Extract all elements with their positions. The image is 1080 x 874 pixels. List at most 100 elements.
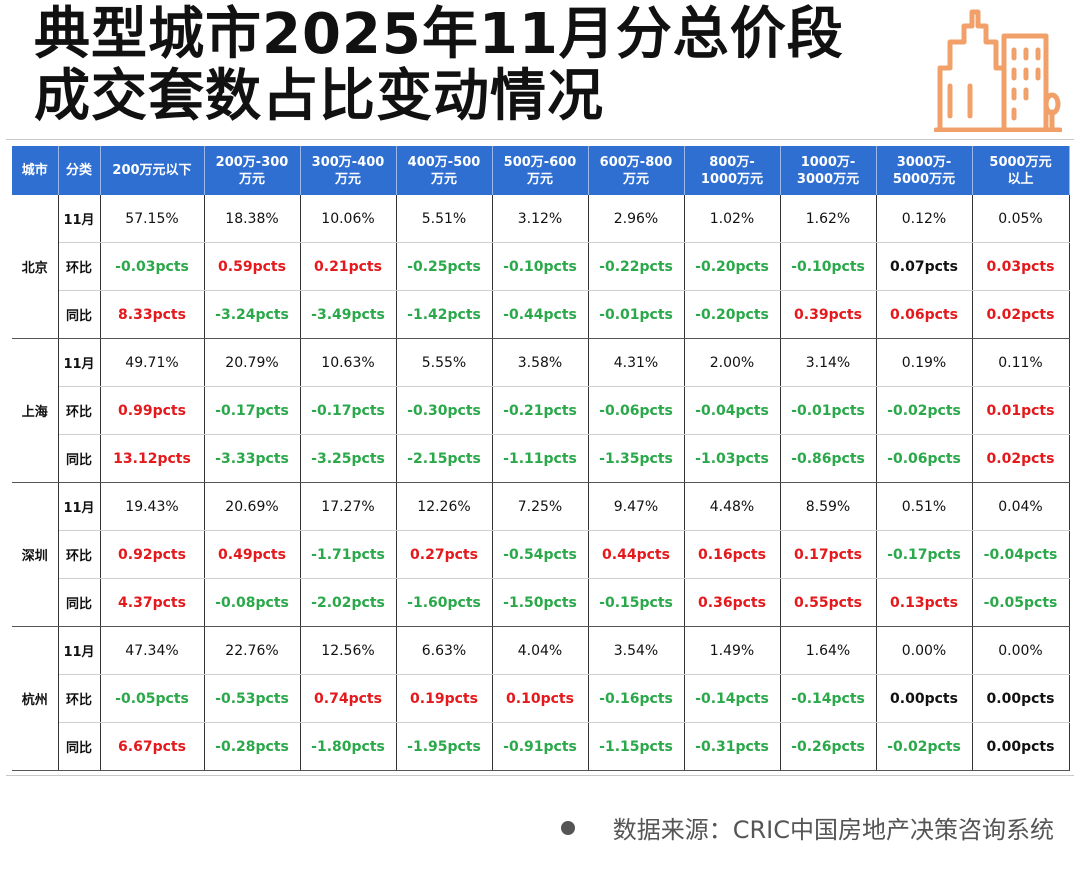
title-line-1: 典型城市2025年11月分总价段 (34, 2, 844, 67)
value-cell: -1.71pcts (300, 530, 397, 579)
value-cell: 0.00pcts (972, 674, 1070, 723)
value-cell: 0.00% (972, 626, 1070, 675)
category-cell: 同比 (58, 578, 101, 627)
value-cell: -1.35pcts (588, 434, 685, 483)
value-cell: 20.79% (204, 338, 301, 387)
category-cell: 同比 (58, 290, 101, 339)
value-cell: -0.08pcts (204, 578, 301, 627)
bottom-divider (6, 775, 1074, 776)
value-cell: -1.95pcts (396, 722, 493, 771)
source-note: 数据来源：CRIC中国房地产决策咨询系统 (560, 810, 1054, 845)
value-cell: 3.12% (492, 195, 589, 243)
value-cell: -0.22pcts (588, 242, 685, 291)
table-row: 同比 13.12pcts -3.33pcts -3.25pcts -2.15pcts -1… (12, 434, 1070, 483)
table-row: 深圳 11月 19.43% 20.69% 17.27% 12.26% 7.25% 9.47% 4… (12, 482, 1070, 627)
header-cell: 3000万- 5000万元 (876, 146, 973, 195)
value-cell: 0.36pcts (684, 578, 781, 627)
value-cell: 0.27pcts (396, 530, 493, 579)
value-cell: -0.01pcts (780, 386, 877, 435)
category-cell: 同比 (58, 434, 101, 483)
value-cell: -0.06pcts (588, 386, 685, 435)
table-row: 上海 11月 49.71% 20.79% 10.63% 5.55% 3.58% 4.31% 2.… (12, 338, 1070, 483)
value-cell: 8.33pcts (100, 290, 205, 339)
table-row: 环比 -0.05pcts -0.53pcts 0.74pcts 0.19pcts 0.10… (12, 674, 1070, 723)
header-cell: 500万-600 万元 (492, 146, 589, 195)
value-cell: 3.54% (588, 626, 685, 675)
value-cell: 0.12% (876, 195, 973, 243)
category-cell: 同比 (58, 722, 101, 771)
value-cell: -0.30pcts (396, 386, 493, 435)
value-cell: -0.17pcts (300, 386, 397, 435)
value-cell: -0.91pcts (492, 722, 589, 771)
value-cell: 0.02pcts (972, 434, 1070, 483)
value-cell: 0.11% (972, 338, 1070, 387)
value-cell: 0.01pcts (972, 386, 1070, 435)
category-cell: 11月 (58, 482, 101, 531)
header-cell: 分类 (58, 146, 101, 195)
table-row: 同比 4.37pcts -0.08pcts -2.02pcts -1.60pcts -1.… (12, 578, 1070, 627)
value-cell: 0.02pcts (972, 290, 1070, 339)
value-cell: 0.51% (876, 482, 973, 531)
header-cell: 300万-400 万元 (300, 146, 397, 195)
city-cell: 北京 (12, 195, 59, 339)
value-cell: 13.12pcts (100, 434, 205, 483)
table-row: 杭州 11月 47.34% 22.76% 12.56% 6.63% 4.04% 3.54% 1.… (12, 626, 1070, 771)
value-cell: -0.02pcts (876, 722, 973, 771)
value-cell: 6.63% (396, 626, 493, 675)
value-cell: 0.19pcts (396, 674, 493, 723)
header-cell: 400万-500 万元 (396, 146, 493, 195)
value-cell: 0.03pcts (972, 242, 1070, 291)
value-cell: -0.03pcts (100, 242, 205, 291)
value-cell: 0.16pcts (684, 530, 781, 579)
value-cell: -0.86pcts (780, 434, 877, 483)
header-cell: 城市 (12, 146, 59, 195)
category-cell: 环比 (58, 242, 101, 291)
category-cell: 环比 (58, 530, 101, 579)
value-cell: -0.14pcts (780, 674, 877, 723)
value-cell: 5.51% (396, 195, 493, 243)
value-cell: -0.05pcts (972, 578, 1070, 627)
value-cell: -0.31pcts (684, 722, 781, 771)
value-cell: 0.17pcts (780, 530, 877, 579)
value-cell: 9.47% (588, 482, 685, 531)
value-cell: 0.07pcts (876, 242, 973, 291)
value-cell: -2.15pcts (396, 434, 493, 483)
value-cell: 4.48% (684, 482, 781, 531)
value-cell: 0.00pcts (876, 674, 973, 723)
table-header-row: 城市 分类 200万元以下 200万-300 万元 300万-400 万元 400万-50… (12, 146, 1070, 195)
header-cell: 5000万元 以上 (972, 146, 1070, 195)
value-cell: 5.55% (396, 338, 493, 387)
value-cell: 10.06% (300, 195, 397, 243)
value-cell: 0.10pcts (492, 674, 589, 723)
value-cell: 3.14% (780, 338, 877, 387)
value-cell: 0.99pcts (100, 386, 205, 435)
value-cell: -0.25pcts (396, 242, 493, 291)
value-cell: -0.10pcts (492, 242, 589, 291)
table-row: 环比 0.99pcts -0.17pcts -0.17pcts -0.30pcts -0.… (12, 386, 1070, 435)
value-cell: 4.31% (588, 338, 685, 387)
value-cell: 22.76% (204, 626, 301, 675)
value-cell: 0.49pcts (204, 530, 301, 579)
value-cell: -0.21pcts (492, 386, 589, 435)
header-cell: 200万-300 万元 (204, 146, 301, 195)
category-cell: 11月 (58, 195, 101, 243)
value-cell: -0.06pcts (876, 434, 973, 483)
value-cell: 20.69% (204, 482, 301, 531)
value-cell: 0.39pcts (780, 290, 877, 339)
value-cell: 3.58% (492, 338, 589, 387)
city-cell: 上海 (12, 338, 59, 483)
source-text: 数据来源：CRIC中国房地产决策咨询系统 (612, 816, 1054, 844)
value-cell: 12.26% (396, 482, 493, 531)
value-cell: -0.02pcts (876, 386, 973, 435)
table-row: 同比 8.33pcts -3.24pcts -3.49pcts -1.42pcts -0.… (12, 290, 1070, 339)
value-cell: 1.62% (780, 195, 877, 243)
value-cell: -1.15pcts (588, 722, 685, 771)
value-cell: -0.10pcts (780, 242, 877, 291)
value-cell: 17.27% (300, 482, 397, 531)
value-cell: 8.59% (780, 482, 877, 531)
table-row: 环比 -0.03pcts 0.59pcts 0.21pcts -0.25pcts -0.1… (12, 242, 1070, 291)
page-title: 典型城市2025年11月分总价段 成交套数占比变动情况 (34, 4, 844, 128)
value-cell: -3.49pcts (300, 290, 397, 339)
value-cell: -1.80pcts (300, 722, 397, 771)
value-cell: 1.49% (684, 626, 781, 675)
